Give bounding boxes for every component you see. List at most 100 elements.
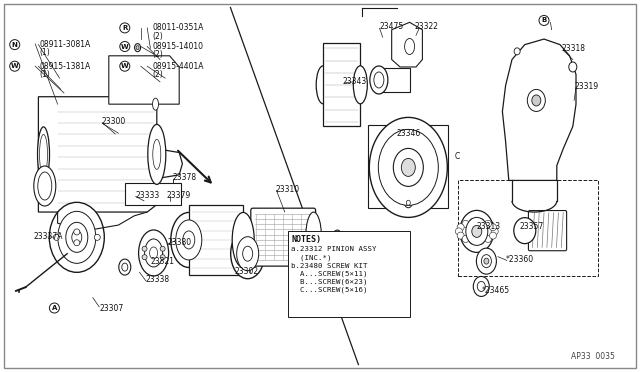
Text: (2): (2) (152, 32, 163, 41)
Ellipse shape (38, 127, 49, 182)
Ellipse shape (335, 232, 339, 238)
Ellipse shape (152, 98, 159, 110)
Text: NOTES): NOTES) (291, 235, 321, 244)
Text: 23302: 23302 (235, 267, 259, 276)
Ellipse shape (183, 231, 195, 249)
Ellipse shape (404, 198, 412, 208)
Circle shape (53, 234, 60, 240)
Ellipse shape (532, 95, 541, 106)
Bar (189, 205, 243, 275)
Text: (2): (2) (152, 50, 163, 59)
Ellipse shape (477, 282, 485, 291)
Text: 23313: 23313 (477, 222, 501, 231)
Text: (1): (1) (40, 48, 51, 57)
Ellipse shape (34, 166, 56, 206)
Circle shape (10, 40, 20, 49)
Ellipse shape (353, 66, 367, 104)
Circle shape (462, 235, 469, 243)
Circle shape (74, 229, 80, 235)
Text: b.23480 SCREW KIT: b.23480 SCREW KIT (291, 263, 368, 269)
Text: R: R (122, 25, 127, 31)
FancyBboxPatch shape (529, 211, 566, 251)
Text: 23338: 23338 (146, 275, 170, 284)
Ellipse shape (394, 148, 423, 186)
Text: (1): (1) (40, 70, 51, 79)
Text: W: W (121, 44, 129, 49)
Text: 23378: 23378 (173, 173, 197, 182)
Text: 23379: 23379 (166, 191, 191, 200)
Text: 08911-3081A: 08911-3081A (40, 40, 91, 49)
Ellipse shape (49, 202, 104, 272)
Text: B: B (541, 17, 547, 23)
Ellipse shape (514, 218, 536, 244)
Circle shape (49, 303, 60, 313)
Text: 23319: 23319 (574, 82, 598, 91)
Ellipse shape (476, 248, 497, 274)
Circle shape (492, 228, 498, 235)
Circle shape (490, 224, 497, 231)
FancyBboxPatch shape (251, 208, 316, 266)
Ellipse shape (176, 220, 202, 260)
Text: 23307: 23307 (99, 304, 124, 312)
Ellipse shape (406, 200, 410, 205)
Text: 23343: 23343 (342, 77, 367, 86)
Ellipse shape (466, 217, 488, 246)
Ellipse shape (122, 263, 128, 271)
Ellipse shape (171, 212, 207, 267)
Ellipse shape (472, 225, 482, 237)
Circle shape (160, 246, 165, 251)
Text: 23310: 23310 (275, 185, 300, 194)
Text: N: N (12, 42, 18, 48)
Circle shape (469, 237, 476, 244)
Ellipse shape (237, 237, 259, 271)
Circle shape (457, 232, 464, 239)
Ellipse shape (326, 233, 333, 243)
Text: 08915-14010: 08915-14010 (152, 42, 204, 51)
Ellipse shape (370, 66, 388, 94)
Ellipse shape (473, 276, 489, 296)
Ellipse shape (243, 246, 253, 261)
Text: C: C (454, 153, 460, 161)
Polygon shape (109, 56, 179, 104)
Circle shape (469, 218, 476, 225)
Circle shape (142, 246, 147, 251)
Text: (INC.*): (INC.*) (291, 254, 332, 261)
Ellipse shape (38, 172, 52, 200)
Circle shape (120, 61, 130, 71)
Ellipse shape (150, 247, 157, 259)
Text: B...SCREW(6×23): B...SCREW(6×23) (291, 279, 368, 285)
Text: W: W (11, 63, 19, 69)
Bar (368, 125, 448, 208)
Text: A...SCREW(5×11): A...SCREW(5×11) (291, 270, 368, 277)
Circle shape (484, 235, 492, 243)
Text: 23322: 23322 (415, 22, 439, 31)
Polygon shape (38, 97, 182, 212)
Text: 23300: 23300 (101, 117, 125, 126)
Ellipse shape (40, 134, 47, 174)
Ellipse shape (481, 255, 492, 267)
Circle shape (120, 42, 130, 51)
Ellipse shape (72, 230, 82, 244)
Text: *23360: *23360 (506, 255, 534, 264)
Circle shape (456, 228, 462, 235)
Circle shape (462, 220, 469, 227)
Circle shape (142, 255, 147, 260)
Text: 08011-0351A: 08011-0351A (152, 23, 204, 32)
Circle shape (94, 234, 100, 240)
Text: 08915-4401A: 08915-4401A (152, 62, 204, 71)
Circle shape (477, 237, 484, 244)
Ellipse shape (369, 118, 447, 217)
Circle shape (484, 220, 492, 227)
Text: (2): (2) (152, 70, 163, 79)
Ellipse shape (527, 89, 545, 112)
Ellipse shape (374, 72, 384, 88)
Circle shape (160, 255, 165, 260)
Ellipse shape (145, 239, 163, 267)
Ellipse shape (119, 259, 131, 275)
Ellipse shape (58, 211, 96, 263)
Ellipse shape (401, 158, 415, 176)
Circle shape (74, 240, 80, 246)
Text: 23333: 23333 (136, 191, 160, 200)
Text: 23318: 23318 (562, 44, 586, 53)
Ellipse shape (306, 212, 321, 264)
